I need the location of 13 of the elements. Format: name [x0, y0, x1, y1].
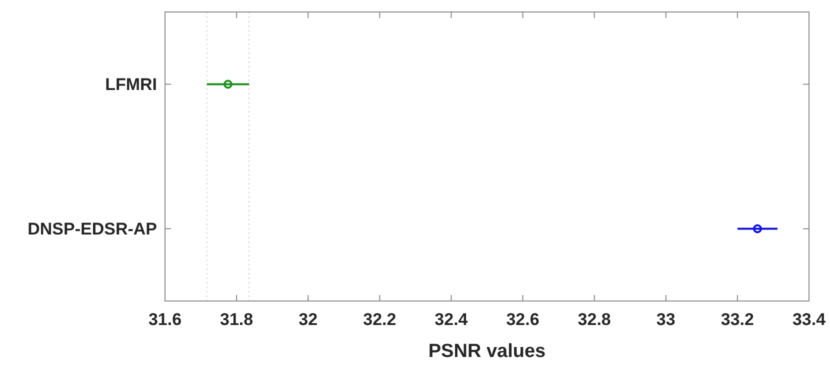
x-tick-label: 33 — [656, 310, 676, 329]
x-tick-label: 33.2 — [720, 310, 754, 329]
x-tick-label: 31.8 — [220, 310, 254, 329]
x-tick-label: 32.4 — [434, 310, 468, 329]
x-tick-label: 31.6 — [148, 310, 182, 329]
x-tick-label: 32.6 — [506, 310, 540, 329]
x-tick-label: 32.8 — [578, 310, 611, 329]
x-tick-label: 33.4 — [792, 310, 826, 329]
y-tick-label: DNSP-EDSR-AP — [28, 220, 157, 239]
x-tick-label: 32.2 — [363, 310, 396, 329]
x-tick-label: 32 — [298, 310, 318, 329]
y-tick-label: LFMRI — [105, 75, 157, 94]
x-axis-title: PSNR values — [428, 341, 546, 362]
